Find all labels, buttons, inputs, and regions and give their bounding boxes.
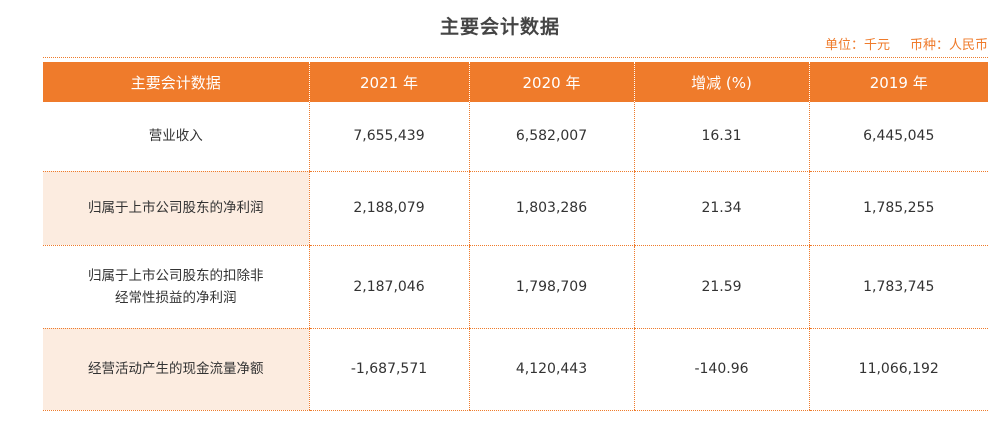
unit-note: 单位：千元 币种：人民币	[825, 34, 988, 53]
top-divider	[43, 57, 988, 58]
header-2021: 2021 年	[308, 62, 469, 102]
row-label: 经营活动产生的现金流量净额	[43, 328, 309, 411]
cell-2021: 2,187,046	[308, 245, 469, 329]
row-label-line: 归属于上市公司股东的扣除非	[88, 267, 264, 284]
table-row: 归属于上市公司股东的扣除非 经常性损益的净利润 2,187,046 1,798,7…	[43, 245, 988, 329]
page-title: 主要会计数据	[439, 16, 560, 38]
table-row: 归属于上市公司股东的净利润 2,188,079 1,803,286 21.34 …	[43, 171, 988, 246]
table-row: 经营活动产生的现金流量净额 -1,687,571 4,120,443 -140.…	[43, 328, 988, 411]
cell-2019: 1,783,745	[808, 245, 988, 329]
cell-2021: 2,188,079	[308, 171, 469, 246]
currency-label: 币种：人民币	[909, 38, 988, 53]
row-label: 归属于上市公司股东的扣除非 经常性损益的净利润	[43, 245, 309, 329]
cell-change: 21.34	[633, 171, 809, 246]
cell-2020: 1,798,709	[468, 245, 634, 329]
cell-2019: 1,785,255	[808, 171, 988, 246]
cell-change: 16.31	[633, 102, 809, 172]
row-label: 营业收入	[43, 102, 309, 172]
row-label-line: 归属于上市公司股东的净利润	[88, 200, 264, 216]
cell-change: 21.59	[633, 245, 809, 329]
cell-2019: 11,066,192	[808, 328, 988, 411]
row-label-line: 营业收入	[148, 128, 203, 145]
row-label: 归属于上市公司股东的净利润	[43, 171, 309, 246]
header-2020: 2020 年	[468, 62, 634, 102]
header-change: 增减 (%)	[633, 62, 809, 102]
row-label-line: 经常性损益的净利润	[115, 289, 237, 306]
table-header-row: 主要会计数据 2021 年 2020 年 增减 (%) 2019 年	[43, 62, 988, 102]
unit-label: 单位：千元	[824, 38, 890, 53]
cell-2020: 1,803,286	[468, 171, 634, 246]
accounting-data-table: 主要会计数据 2021 年 2020 年 增减 (%) 2019 年 营业收入 …	[43, 62, 988, 411]
row-label-line: 经营活动产生的现金流量净额	[88, 361, 264, 377]
cell-2019: 6,445,045	[808, 102, 988, 172]
header-item: 主要会计数据	[43, 62, 309, 102]
cell-2021: -1,687,571	[308, 328, 469, 411]
cell-2021: 7,655,439	[308, 102, 469, 172]
header-2019: 2019 年	[808, 62, 988, 102]
cell-2020: 4,120,443	[468, 328, 634, 411]
table-row: 营业收入 7,655,439 6,582,007 16.31 6,445,045	[43, 102, 988, 172]
cell-change: -140.96	[633, 328, 809, 411]
cell-2020: 6,582,007	[468, 102, 634, 172]
